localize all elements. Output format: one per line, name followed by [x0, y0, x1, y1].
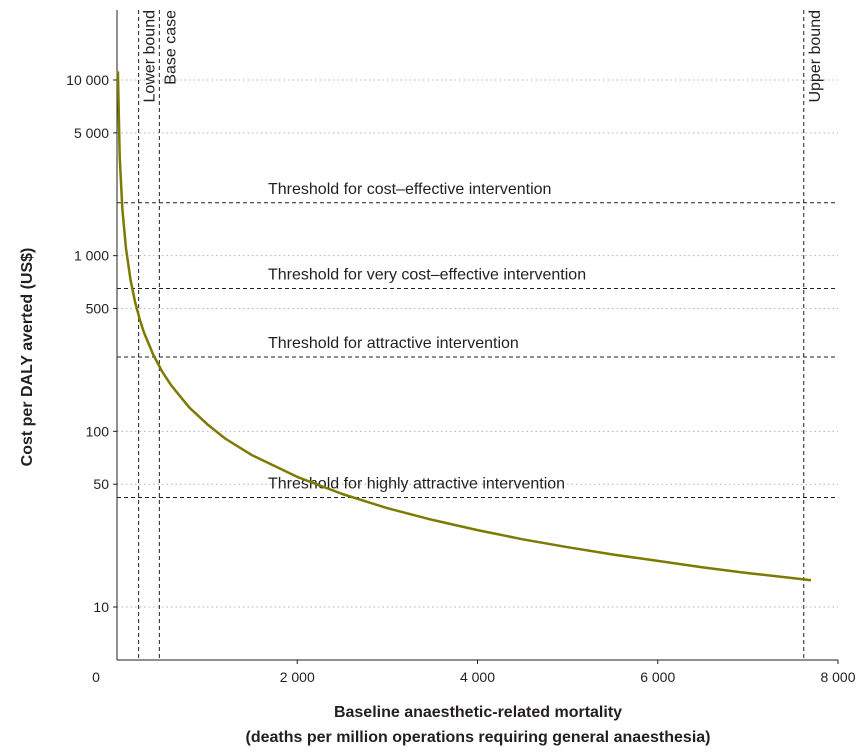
y-tick-label: 1 000 [74, 248, 109, 264]
reference-lines: Lower bound Base case Upper bound [138, 10, 824, 660]
y-tick-label: 50 [93, 476, 109, 492]
threshold-label: Threshold for very cost–effective interv… [268, 267, 586, 284]
axes [113, 10, 839, 664]
x-tick-label: 6 000 [640, 669, 675, 685]
x-axis-title-line1: Baseline anaesthetic-related mortality [334, 704, 622, 721]
tick-labels: 10 50 100 500 1 000 5 000 10 000 0 2 000 4 000 6 0… [66, 72, 856, 685]
origin-label: 0 [92, 669, 100, 685]
x-tick-label: 2 000 [280, 669, 315, 685]
x-axis-title-line2: (deaths per million operations requiring… [246, 729, 711, 746]
x-tick-label: 4 000 [460, 669, 495, 685]
threshold-label: Threshold for cost–effective interventio… [268, 181, 551, 198]
y-tick-label: 500 [86, 301, 110, 317]
y-tick-label: 10 000 [66, 72, 109, 88]
series [116, 71, 812, 582]
y-tick-label: 10 [93, 599, 109, 615]
reference-label: Upper bound [807, 10, 824, 103]
reference-label: Lower bound [142, 10, 159, 103]
threshold-lines: Threshold for cost–effective interventio… [117, 181, 838, 499]
y-tick-label: 5 000 [74, 125, 109, 141]
threshold-label: Threshold for highly attractive interven… [268, 476, 565, 493]
y-tick-label: 100 [86, 423, 110, 439]
y-axis-title: Cost per DALY averted (US$) [19, 248, 36, 467]
threshold-label: Threshold for attractive intervention [268, 335, 519, 352]
x-tick-label: 8 000 [820, 669, 855, 685]
grid-lines [117, 79, 838, 608]
reference-label: Base case [162, 10, 179, 85]
series-line [116, 71, 812, 582]
